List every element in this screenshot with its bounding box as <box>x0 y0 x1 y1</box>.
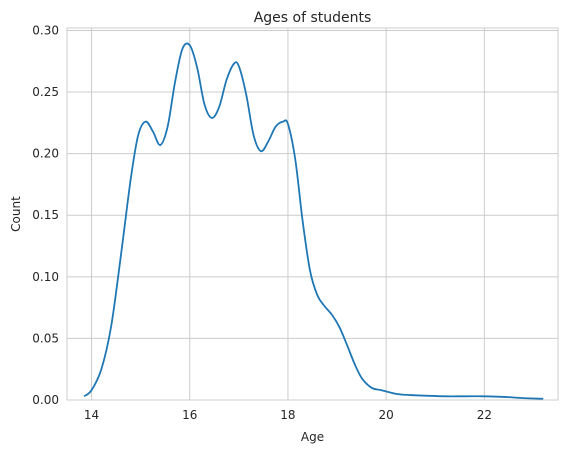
x-tick-label: 14 <box>84 408 99 422</box>
chart-title: Ages of students <box>254 10 372 26</box>
x-tick-label: 18 <box>280 408 295 422</box>
density-line <box>83 42 544 400</box>
x-tick-label: 22 <box>477 408 492 422</box>
y-tick-label: 0.30 <box>32 23 59 37</box>
y-tick-label: 0.10 <box>32 270 59 284</box>
x-axis-label: Age <box>301 430 324 444</box>
x-tick-label: 16 <box>182 408 197 422</box>
y-axis-label: Count <box>9 196 23 232</box>
y-tick-label: 0.00 <box>32 393 59 407</box>
y-tick-label: 0.25 <box>32 85 59 99</box>
plot-frame <box>66 27 559 401</box>
y-tick-label: 0.05 <box>32 331 59 345</box>
y-tick-label: 0.15 <box>32 208 59 222</box>
y-tick-label: 0.20 <box>32 147 59 161</box>
x-tick-label: 20 <box>379 408 394 422</box>
